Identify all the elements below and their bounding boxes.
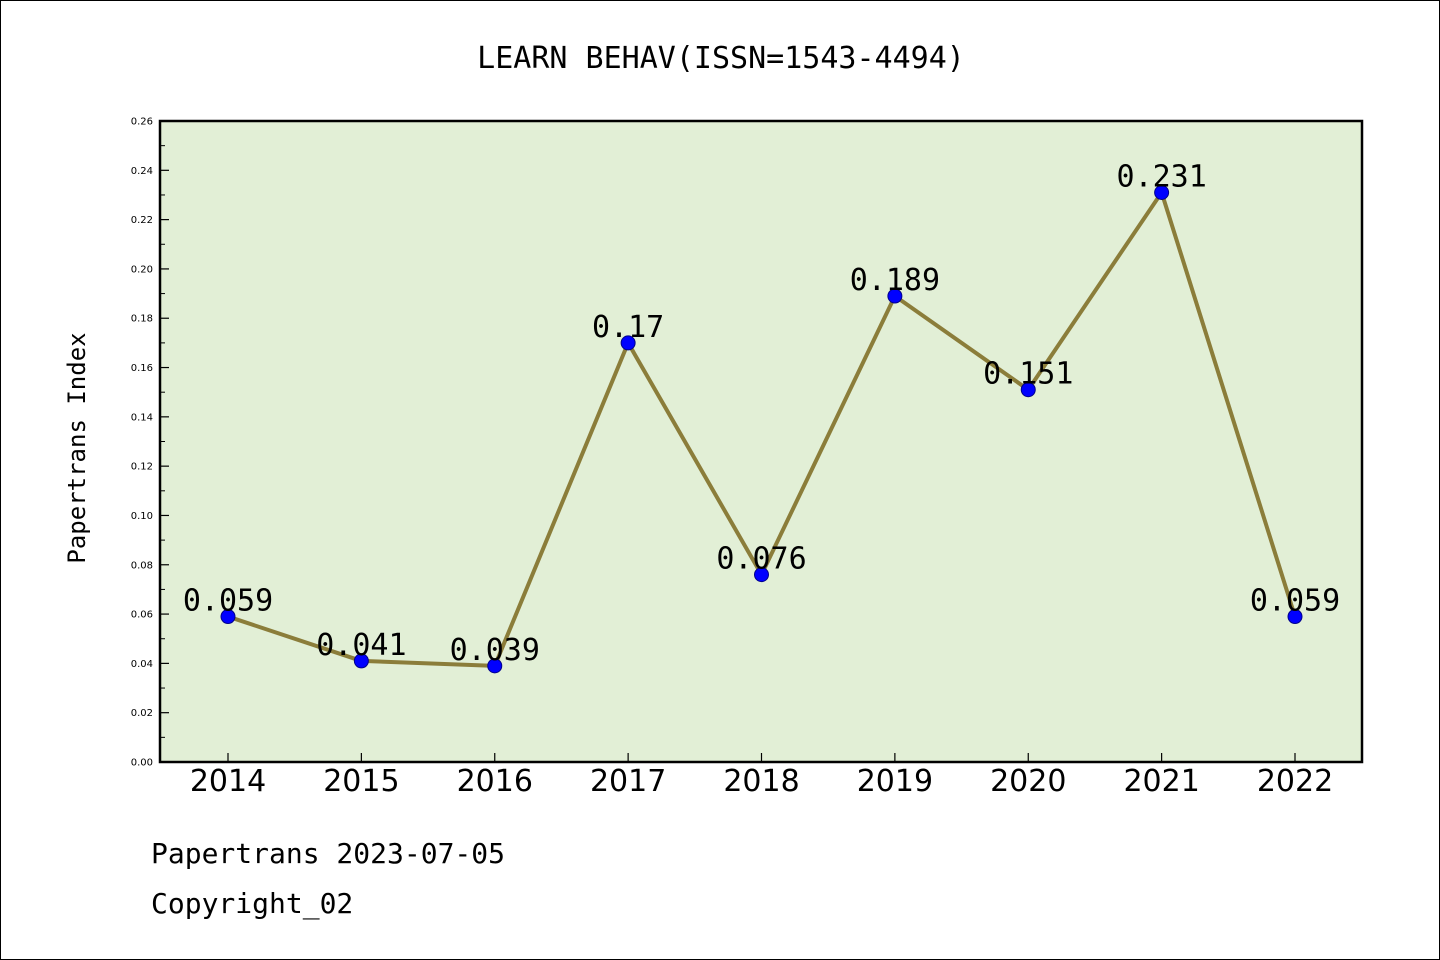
data-label: 0.039	[450, 633, 540, 668]
data-point	[1020, 382, 1036, 398]
data-point	[1287, 609, 1303, 625]
y-tick-label: 0.20	[131, 264, 153, 275]
y-tick-label: 0.06	[131, 610, 153, 621]
data-label: 0.059	[183, 584, 273, 619]
x-tick-label: 2017	[590, 764, 666, 799]
y-tick-label: 0.04	[131, 659, 153, 670]
data-point	[353, 653, 369, 669]
data-point	[1154, 184, 1170, 200]
y-tick-label: 0.18	[131, 314, 153, 325]
x-tick-label: 2022	[1257, 764, 1333, 799]
data-label: 0.041	[316, 628, 406, 663]
data-point	[754, 567, 769, 583]
data-point	[487, 658, 503, 674]
y-tick-label: 0.14	[131, 412, 153, 423]
x-tick-label: 2019	[857, 764, 933, 799]
x-tick-label: 2014	[190, 764, 266, 799]
x-tick-label: 2021	[1123, 764, 1199, 799]
x-axis-ticks	[227, 753, 1296, 762]
data-label: 0.076	[716, 542, 806, 577]
data-label: 0.231	[1116, 159, 1206, 194]
data-point	[887, 288, 903, 304]
data-label: 0.151	[983, 357, 1073, 392]
data-point	[220, 609, 236, 625]
y-axis-tick-labels: 0.00 0.02 0.04 0.06 0.08 0.10 0.12 0.14 0.16 0.18…	[131, 117, 153, 769]
plot-area	[160, 121, 1362, 762]
y-tick-label: 0.16	[131, 363, 153, 374]
y-tick-label: 0.08	[131, 560, 153, 571]
y-tick-label: 0.24	[131, 166, 153, 177]
y-tick-label: 0.02	[131, 708, 153, 719]
data-point	[620, 335, 636, 351]
data-label: 0.189	[850, 263, 940, 298]
chart-title: LEARN BEHAV(ISSN=1543-4494)	[477, 41, 965, 76]
plot-frame	[158, 119, 1364, 764]
y-axis-label: Papertrans Index	[63, 332, 91, 563]
data-label: 0.17	[592, 310, 664, 345]
y-tick-label: 0.00	[131, 758, 153, 769]
data-points	[220, 184, 1303, 674]
y-tick-label: 0.22	[131, 215, 153, 226]
x-tick-label: 2016	[457, 764, 533, 799]
data-labels: 0.059 0.041 0.039 0.17 0.076 0.189 0.151 0.231 0…	[183, 159, 1340, 667]
footer-copyright: Copyright_02	[151, 887, 354, 920]
x-tick-label: 2015	[323, 764, 399, 799]
y-tick-label: 0.10	[131, 511, 153, 522]
x-tick-label: 2018	[723, 764, 799, 799]
x-tick-label: 2020	[990, 764, 1066, 799]
y-tick-label: 0.12	[131, 462, 153, 473]
x-axis-tick-labels: 2014 2015 2016 2017 2018 2019 2020 2021 2022	[190, 764, 1333, 799]
y-tick-label: 0.26	[131, 117, 153, 128]
data-label: 0.059	[1250, 584, 1340, 619]
footer-date: Papertrans 2023-07-05	[151, 837, 506, 870]
